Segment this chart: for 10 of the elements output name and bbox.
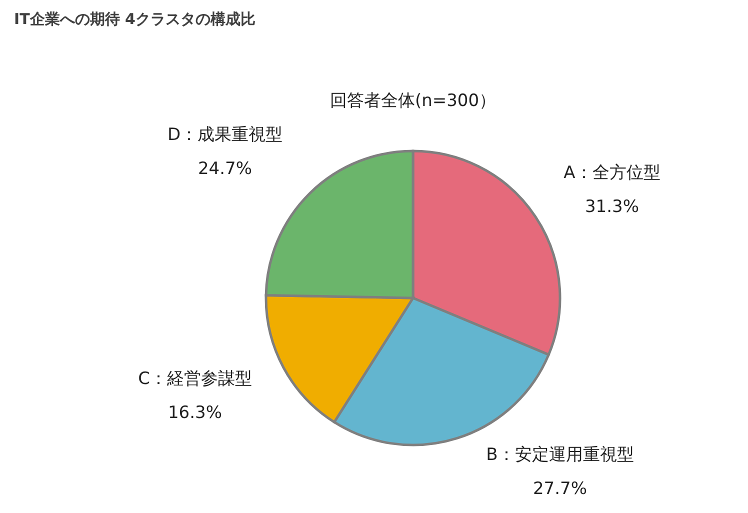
data-label: 16.3% — [168, 403, 222, 423]
slice-label: A：全方位型 — [564, 163, 660, 183]
slice-label: D：成果重視型 — [167, 125, 283, 145]
chart-subtitle: 回答者全体(n=300） — [330, 91, 496, 111]
chart-title: IT企業への期待 4クラスタの構成比 — [14, 10, 256, 28]
slice-label: C：経営参謀型 — [138, 369, 252, 389]
data-label: 24.7% — [198, 159, 252, 179]
slice-label: B：安定運用重視型 — [486, 445, 634, 465]
data-label: 27.7% — [532, 479, 588, 499]
data-label: 31.3% — [584, 197, 640, 217]
